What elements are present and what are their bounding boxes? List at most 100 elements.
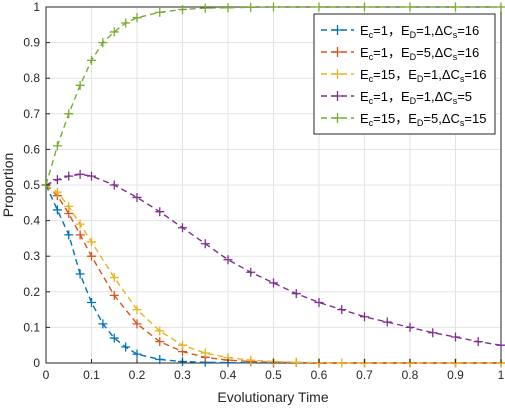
x-tick-label: 0.2 [129,368,146,382]
legend-text: =1，E [373,89,410,104]
data-point [121,342,131,352]
legend-text: E [360,23,369,38]
legend-text: =1,ΔC [416,89,453,104]
x-tick-label: 0.5 [265,368,282,382]
data-point [132,192,142,202]
data-point [382,317,392,327]
data-point [52,205,62,215]
data-point [109,273,119,283]
y-tick-label: 1 [33,0,40,14]
legend-text: E [360,89,369,104]
legend-label: Ec=1，ED=1,ΔCs=16 [360,23,479,40]
y-tick-label: 0.9 [23,36,40,50]
data-point [451,332,460,342]
data-point [132,349,142,359]
data-point [132,305,142,315]
data-point [200,239,210,249]
series-5 [41,2,505,190]
y-tick-label: 0.3 [23,249,40,263]
y-axis-label: Proportion [0,153,16,218]
legend-text: =5,ΔC [423,111,460,126]
data-point [64,201,74,211]
legend-subscript: s [460,74,465,84]
data-point [496,2,505,12]
data-point [360,2,369,12]
data-point [52,141,62,151]
y-tick-label: 0.8 [23,71,40,85]
legend-text: =16 [464,67,486,82]
legend-item: Ec=1，ED=5,ΔCs=16 [321,45,479,62]
legend-label: Ec=1，ED=5,ΔCs=16 [360,45,479,62]
data-point [337,358,347,368]
data-point [473,337,483,347]
data-point [87,251,96,261]
data-point [155,7,165,17]
x-axis-label: Evolutionary Time [217,389,328,405]
data-point [291,357,301,367]
data-point [52,187,62,197]
legend-text: =15 [464,111,486,126]
legend-subscript: D [417,74,424,84]
ticks: 0 0.1 0.2 0.3 0.4 0.5 0.6 0.7 0.8 0.9 1 0 0.1 0.2 0.3 0… [23,0,504,382]
data-point [75,269,85,279]
legend: Ec=1，ED=1,ΔCs=16Ec=1，ED=5,ΔCs=16Ec=15，ED… [313,13,496,135]
data-point [178,223,187,233]
data-point [121,18,131,28]
legend-text: E [360,67,369,82]
data-point [109,180,119,190]
legend-item: Ec=1，ED=1,ΔCs=16 [321,23,479,40]
legend-subscript: D [417,118,424,128]
legend-text: =1,ΔC [423,67,460,82]
legend-subscript: c [369,96,374,106]
data-point [109,290,119,300]
data-point [98,319,108,329]
data-point [64,109,74,119]
data-point [87,171,96,181]
data-point [52,175,62,185]
y-tick-label: 0.2 [23,285,40,299]
data-point [314,297,324,307]
legend-subscript: c [369,52,374,62]
data-point [75,169,85,179]
data-point [246,355,256,365]
data-point [132,319,142,329]
data-point [75,80,85,90]
data-point [64,171,74,181]
data-point [155,326,165,336]
x-tick-label: 0.4 [220,368,237,382]
legend-subscript: s [453,96,458,106]
data-point [155,207,165,217]
legend-item: Ec=15，ED=5,ΔCs=15 [321,111,486,128]
data-point [314,2,324,12]
data-point [178,340,187,350]
y-tick-label: 0.4 [23,214,40,228]
data-point [98,38,108,48]
legend-text: E [360,111,369,126]
x-tick-label: 0.3 [174,368,191,382]
legend-text: E [360,45,369,60]
data-point [246,2,256,12]
legend-text: =16 [457,23,479,38]
data-point [109,333,119,343]
legend-item: Ec=15，ED=1,ΔCs=16 [321,67,486,84]
legend-subscript: D [410,30,417,40]
legend-marker [332,47,343,57]
legend-text: =15，E [373,67,417,82]
legend-marker [332,113,343,123]
data-point [223,3,233,13]
data-point [109,27,119,37]
data-point [75,219,85,229]
data-point [75,230,85,240]
data-point [132,13,142,23]
data-point [246,267,256,277]
x-tick-label: 0.9 [447,368,464,382]
legend-text: =15，E [373,111,417,126]
legend-marker [332,25,343,35]
data-point [155,354,165,364]
data-point [269,278,278,288]
x-tick-label: 1 [498,368,505,382]
legend-text: =5,ΔC [416,45,453,60]
legend-subscript: c [369,74,374,84]
y-tick-label: 0.7 [23,107,40,121]
